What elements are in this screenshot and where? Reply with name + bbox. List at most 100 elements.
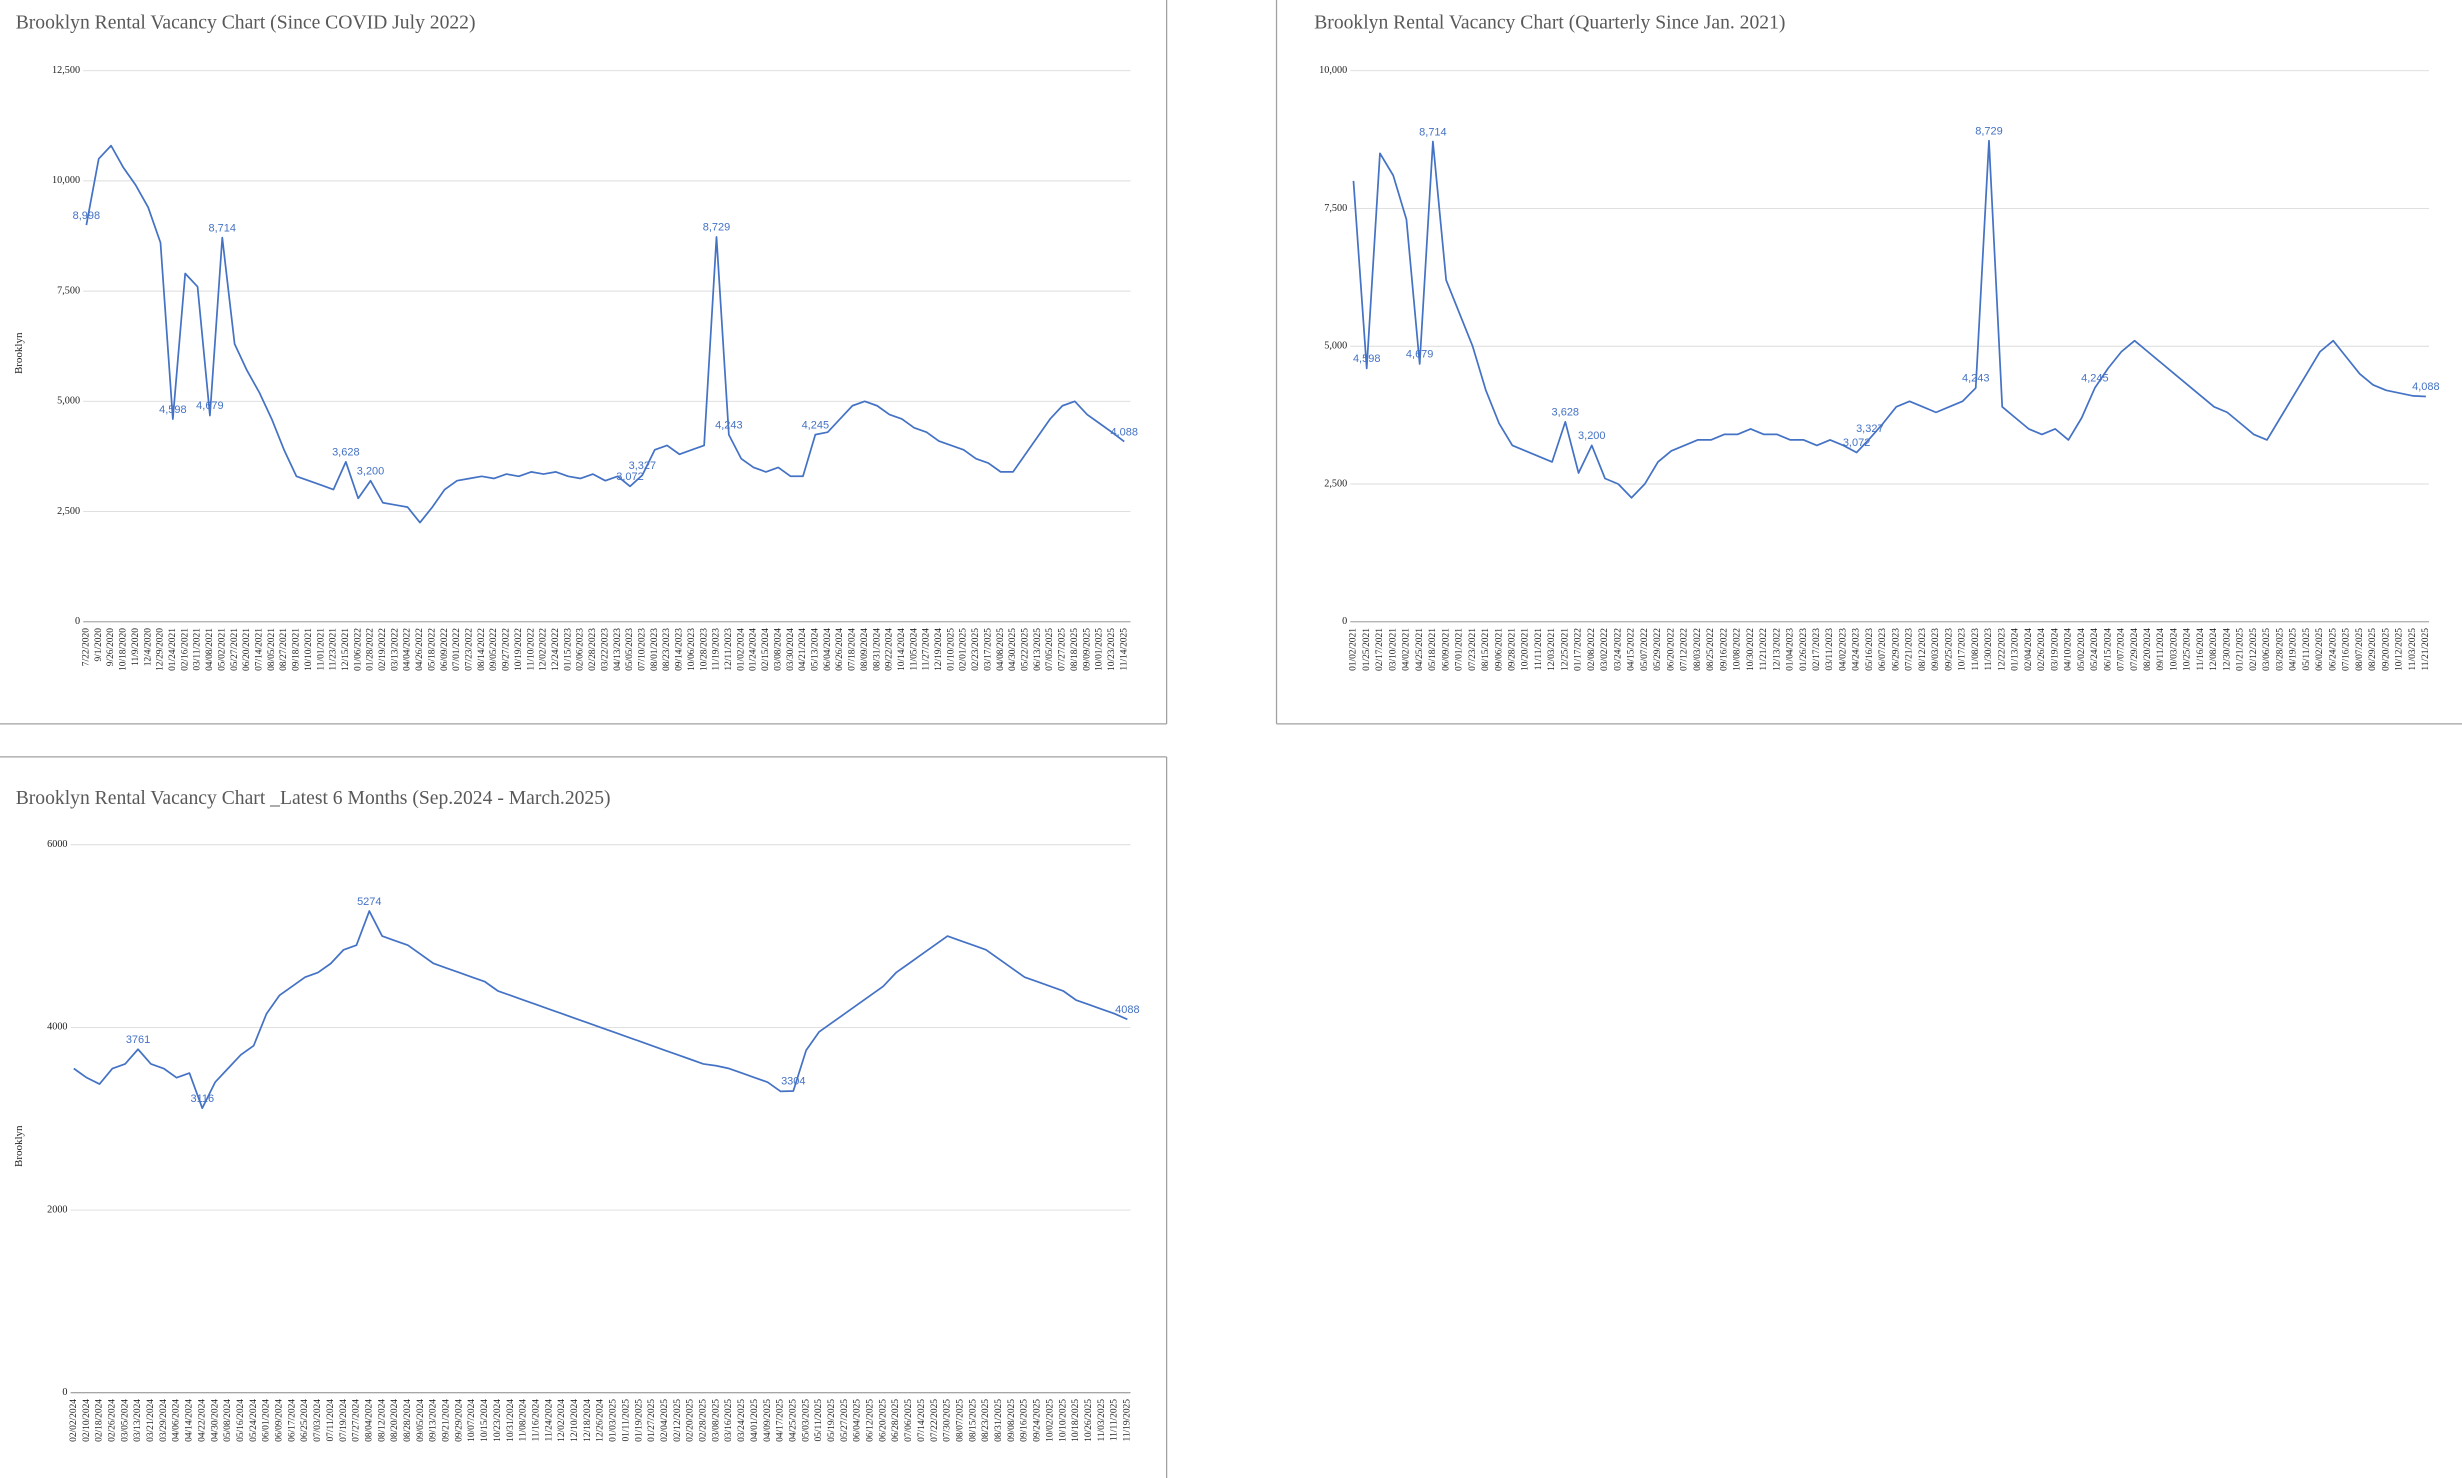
x-tick-label: 09/18/2021	[292, 628, 302, 671]
x-tick-label: 02/17/2021	[1375, 628, 1385, 671]
x-tick-label: 01/26/2023	[1799, 628, 1809, 671]
x-tick-label: 10/30/2022	[1746, 628, 1756, 671]
x-tick-label: 09/20/2025	[2381, 628, 2391, 671]
x-tick-label: 02/26/2024	[2037, 628, 2047, 671]
x-tick-label: 09/13/2024	[429, 1399, 439, 1442]
x-tick-label: 01/21/2025	[2236, 628, 2246, 671]
x-tick-label: 06/28/2025	[891, 1399, 901, 1442]
data-label: 4,245	[802, 419, 829, 431]
x-tick-label: 08/01/2023	[650, 628, 660, 671]
x-tick-label: 02/28/2025	[699, 1399, 709, 1442]
data-label: 3,200	[1578, 430, 1606, 442]
x-tick-label: 11/11/2021	[1534, 628, 1544, 670]
x-tick-label: 9/26/2020	[106, 628, 116, 666]
x-tick-label: 06/09/2022	[440, 628, 450, 671]
x-tick-label: 07/12/2022	[1680, 628, 1690, 671]
x-tick-label: 09/05/2024	[416, 1399, 426, 1442]
x-tick-label: 08/27/2021	[279, 628, 289, 671]
x-tick-label: 09/28/2021	[1508, 628, 1518, 671]
x-tick-label: 08/04/2024	[364, 1399, 374, 1442]
x-tick-label: 12/02/2024	[557, 1399, 567, 1442]
x-tick-label: 07/01/2021	[1455, 628, 1465, 671]
x-tick-label: 03/29/2024	[159, 1399, 169, 1442]
x-tick-label: 01/04/2023	[1786, 628, 1796, 671]
x-tick-label: 11/27/2024	[922, 628, 932, 671]
x-tick-label: 05/08/2024	[223, 1399, 233, 1442]
x-tick-label: 06/07/2023	[1878, 628, 1888, 671]
x-tick-label: 12/15/2021	[341, 628, 351, 671]
x-tick-label: 12/18/2024	[583, 1399, 593, 1442]
x-tick-label: 06/09/2024	[275, 1399, 285, 1442]
x-tick-label: 06/12/2025	[866, 1399, 876, 1442]
x-tick-label: 06/20/2022	[1666, 628, 1676, 671]
y-tick-label: 0	[1342, 616, 1347, 627]
x-tick-label: 08/07/2025	[955, 1399, 965, 1442]
data-label: 4,243	[1962, 373, 1989, 385]
x-tick-label: 10/02/2025	[1045, 1399, 1055, 1442]
x-tick-label: 08/20/2024	[390, 1399, 400, 1442]
x-tick-label: 11/24/2024	[544, 1399, 554, 1442]
x-tick-label: 10/10/2025	[1058, 1399, 1068, 1442]
y-tick-label: 10,000	[52, 175, 80, 186]
x-tick-label: 05/24/2024	[249, 1399, 259, 1442]
x-tick-label: 11/14/2025	[1119, 628, 1129, 671]
x-tick-label: 04/25/2021	[1415, 628, 1425, 671]
data-label: 8,729	[1975, 125, 2003, 137]
x-tick-label: 02/02/2024	[69, 1399, 79, 1442]
x-tick-label: 10/01/2025	[1095, 628, 1105, 671]
x-tick-label: 08/15/2021	[1481, 628, 1491, 671]
x-tick-label: 10/10/2021	[304, 628, 314, 671]
x-tick-label: 10/20/2021	[1521, 628, 1531, 671]
y-tick-label: 0	[75, 616, 80, 627]
y-axis-title: Brooklyn	[13, 1125, 25, 1167]
x-tick-label: 06/02/2025	[2315, 628, 2325, 671]
x-tick-label: 10/19/2022	[514, 628, 524, 671]
x-tick-label: 05/11/2025	[814, 1399, 824, 1442]
x-tick-label: 10/03/2024	[2169, 628, 2179, 671]
x-tick-label: 09/25/2023	[1944, 628, 1954, 671]
x-tick-label: 07/10/2023	[638, 628, 648, 671]
x-tick-label: 01/11/2025	[621, 1399, 631, 1442]
x-tick-label: 09/27/2022	[502, 628, 512, 671]
x-tick-label: 05/27/2025	[840, 1399, 850, 1442]
x-tick-label: 04/21/2024	[798, 628, 808, 671]
x-tick-label: 06/04/2024	[823, 628, 833, 671]
data-label: 3,072	[616, 471, 644, 483]
x-tick-label: 07/16/2025	[2342, 628, 2352, 671]
x-tick-label: 06/25/2024	[300, 1399, 310, 1442]
x-tick-label: 07/29/2024	[2130, 628, 2140, 671]
x-tick-label: 01/06/2022	[353, 628, 363, 671]
x-tick-label: 11/05/2024	[909, 628, 919, 671]
data-line	[85, 144, 1125, 524]
x-tick-label: 07/27/2024	[352, 1399, 362, 1442]
x-tick-label: 10/12/2025	[2395, 628, 2405, 671]
x-tick-label: 08/31/2024	[872, 628, 882, 671]
x-tick-label: 7/22/2020	[82, 628, 92, 666]
data-label: 4,088	[1110, 426, 1138, 438]
data-label: 3116	[190, 1093, 214, 1105]
x-tick-label: 04/14/2024	[185, 1399, 195, 1442]
data-label: 3304	[781, 1076, 805, 1088]
x-tick-label: 04/06/2024	[172, 1399, 182, 1442]
data-label: 8,998	[73, 210, 101, 222]
x-tick-label: 09/09/2025	[1082, 628, 1092, 671]
data-label: 3761	[126, 1034, 150, 1046]
x-tick-label: 04/09/2025	[763, 1399, 773, 1442]
x-tick-label: 06/09/2021	[1441, 628, 1451, 671]
x-tick-label: 06/01/2024	[262, 1399, 272, 1442]
y-tick-label: 7,500	[1324, 203, 1347, 214]
x-tick-label: 01/10/2025	[946, 628, 956, 671]
x-tick-label: 04/22/2024	[197, 1399, 207, 1442]
data-label: 3,327	[1856, 423, 1883, 435]
x-tick-label: 09/21/2024	[442, 1399, 452, 1442]
x-tick-label: 03/24/2025	[737, 1399, 747, 1442]
chart-title: Brooklyn Rental Vacancy Chart (Since COV…	[16, 12, 476, 33]
x-tick-label: 02/18/2024	[95, 1399, 105, 1442]
x-tick-label: 05/29/2022	[1653, 628, 1663, 671]
x-tick-label: 09/05/2022	[489, 628, 499, 671]
x-tick-label: 10/17/2023	[1958, 628, 1968, 671]
data-label: 4,245	[2081, 373, 2109, 385]
x-tick-label: 10/31/2024	[506, 1399, 516, 1442]
y-tick-label: 2,500	[57, 506, 80, 517]
data-label: 4,598	[159, 404, 186, 416]
